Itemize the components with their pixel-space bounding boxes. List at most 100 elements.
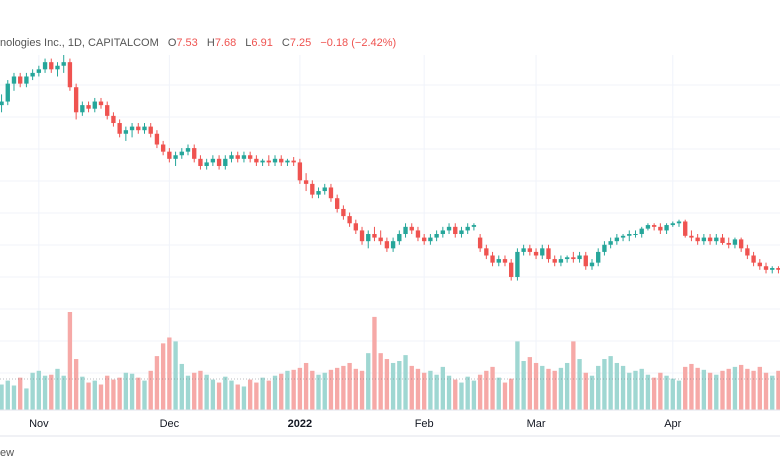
- volume-bar: [465, 376, 470, 410]
- candle-body: [55, 65, 60, 70]
- price-legend: nologies Inc., 1D, CAPITALCOM O7.53 H7.6…: [0, 35, 396, 51]
- candle-body: [11, 76, 17, 84]
- volume-bar: [770, 375, 775, 410]
- volume-bar: [24, 388, 29, 410]
- volume-bar: [129, 373, 135, 410]
- volume-bar: [136, 377, 141, 410]
- volume-bar: [689, 363, 694, 410]
- volume-bar: [707, 372, 713, 410]
- volume-bar: [496, 377, 501, 410]
- volume-bar: [732, 366, 738, 410]
- legend-symbol: nologies Inc., 1D, CAPITALCOM: [0, 37, 159, 49]
- legend-low-value: 6.91: [251, 37, 273, 49]
- candle-body: [384, 241, 390, 249]
- candle-body: [527, 248, 533, 252]
- volume-bar: [440, 366, 446, 410]
- volume-bar: [310, 370, 315, 410]
- volume-bar: [670, 378, 675, 410]
- volume-bar: [241, 386, 247, 410]
- candle-body: [546, 248, 551, 260]
- candle-body: [521, 248, 526, 252]
- volume-bar: [620, 365, 626, 410]
- volume-bar: [235, 384, 240, 410]
- candle-body: [129, 126, 135, 131]
- x-tick-label: Apr: [664, 418, 681, 430]
- volume-bar: [353, 368, 358, 410]
- candle-body: [49, 62, 54, 70]
- volume-bar: [651, 377, 657, 410]
- candle-body: [751, 255, 756, 263]
- volume-bar: [204, 374, 209, 410]
- candle-body: [247, 155, 253, 159]
- candle-body: [533, 251, 539, 256]
- candle-body: [745, 248, 750, 256]
- candle-body: [260, 160, 265, 163]
- volume-bar: [229, 380, 234, 410]
- candle-body: [18, 76, 23, 84]
- volume-bar: [701, 369, 707, 410]
- volume-bar: [589, 375, 595, 410]
- candle-body: [123, 130, 129, 134]
- candle-body: [726, 242, 731, 245]
- volume-bar: [477, 374, 483, 410]
- candle-body: [676, 221, 682, 224]
- candle-body: [297, 162, 303, 181]
- volume-bar: [272, 375, 278, 410]
- volume-bar: [0, 384, 4, 410]
- volume-bar: [266, 380, 271, 410]
- candle-body: [434, 234, 439, 238]
- x-tick-label: Dec: [160, 418, 180, 430]
- candle-body: [254, 158, 259, 163]
- volume-bar: [316, 374, 321, 410]
- volume-bar: [446, 375, 452, 410]
- footer-label: ew: [0, 447, 15, 459]
- x-tick-label: Nov: [29, 418, 49, 430]
- candle-body: [490, 255, 495, 263]
- candle-body: [714, 237, 719, 242]
- candle-body: [111, 115, 116, 124]
- volume-bar: [260, 377, 265, 410]
- volume-bar: [322, 372, 327, 410]
- volume-bar: [30, 372, 35, 410]
- volume-bar: [434, 374, 439, 410]
- candle-body: [658, 226, 663, 231]
- candle-body: [366, 234, 371, 242]
- volume-bar: [564, 362, 570, 410]
- x-tick-label: Feb: [415, 418, 434, 430]
- candle-body: [179, 151, 184, 156]
- volume-bars: [0, 312, 780, 410]
- candle-body: [509, 262, 514, 277]
- candle-body: [639, 228, 644, 235]
- candle-body: [105, 105, 110, 116]
- volume-bar: [695, 367, 700, 410]
- volume-bar: [658, 372, 663, 410]
- volume-bar: [372, 316, 377, 410]
- candle-body: [322, 187, 327, 192]
- volume-bar: [285, 370, 290, 410]
- grid-lines: [0, 55, 780, 410]
- volume-bar: [167, 337, 172, 410]
- x-axis: NovDec2022FebMarAprMa: [29, 418, 682, 430]
- volume-bar: [390, 362, 396, 410]
- candle-body: [353, 223, 358, 231]
- candle-body: [24, 76, 29, 84]
- candle-body: [620, 235, 626, 238]
- candle-body: [241, 155, 247, 159]
- candle-body: [683, 221, 688, 236]
- volume-bar: [142, 380, 147, 410]
- candle-body: [378, 237, 383, 242]
- candle-body: [310, 183, 315, 195]
- candle-body: [738, 239, 744, 249]
- volume-bar: [627, 372, 632, 410]
- candle-body: [5, 83, 10, 102]
- candle-body: [577, 255, 582, 260]
- candle-body: [670, 223, 675, 226]
- candle-body: [80, 105, 85, 113]
- volume-bar: [521, 361, 526, 410]
- candle-body: [303, 180, 309, 184]
- candle-body: [415, 230, 421, 238]
- volume-bar: [527, 357, 533, 410]
- volume-bar: [676, 380, 682, 410]
- candle-body: [142, 126, 147, 131]
- candle-body: [651, 225, 657, 227]
